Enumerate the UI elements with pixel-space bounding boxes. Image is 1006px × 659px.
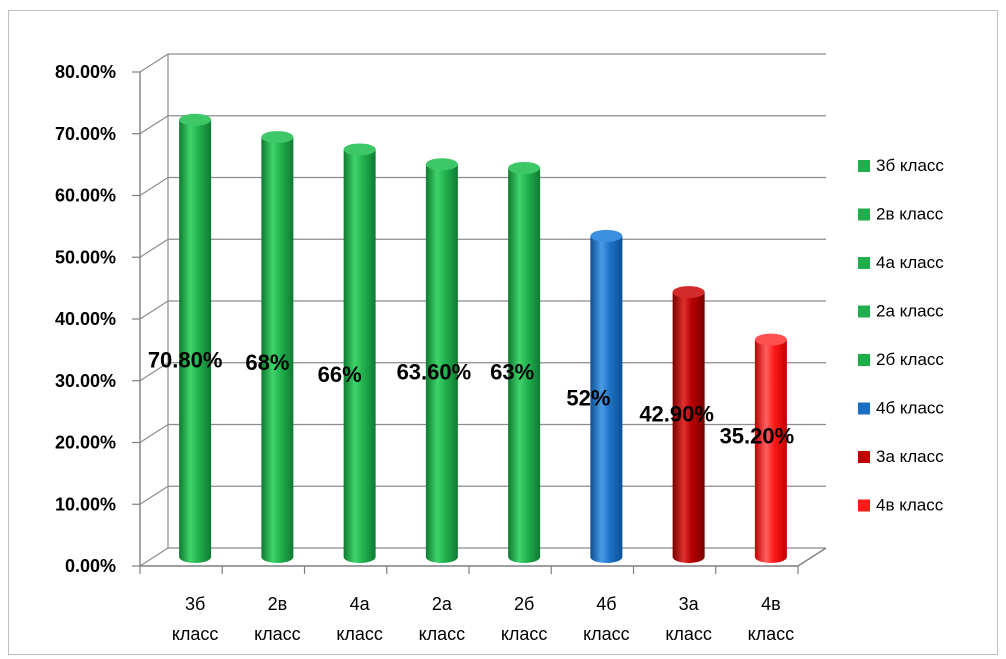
x-tick-label: 4б (596, 594, 616, 614)
x-tick-label: 4в (761, 594, 781, 614)
y-tick-label: 60.00% (55, 186, 116, 206)
gridlines (139, 53, 826, 567)
x-tick-label: 2в (268, 594, 288, 614)
gridline-side (139, 115, 169, 135)
y-tick-label: 10.00% (55, 494, 116, 514)
bar (754, 333, 787, 563)
bar (343, 143, 376, 563)
bar-body (590, 235, 623, 563)
data-label: 35.20% (720, 423, 795, 448)
x-tick-label: класс (419, 624, 466, 644)
legend-swatch (858, 208, 870, 221)
bar-cap (754, 333, 787, 346)
bar-cap (261, 131, 294, 144)
data-label: 52% (566, 385, 610, 410)
x-tick-label: 3а (679, 594, 700, 614)
axes: 0.00% 10.00% 20.00% 30.00% 40.00% 50.00% 60.00… (55, 54, 827, 644)
legend-swatch (858, 257, 870, 269)
data-label: 42.90% (639, 402, 714, 427)
legend-entry: 4а класс (858, 253, 944, 272)
bar (590, 229, 623, 563)
data-label: 63.60% (397, 360, 472, 385)
data-label: 70.80% (148, 347, 223, 372)
legend-swatch (858, 451, 870, 463)
bar-body (343, 149, 376, 563)
y-tick-label: 40.00% (55, 309, 116, 329)
legend-swatch (858, 160, 870, 172)
y-tick-label: 30.00% (55, 371, 116, 391)
x-tick-label: класс (172, 624, 219, 644)
legend-entry: 2б класс (858, 350, 944, 369)
bar-cap (179, 113, 212, 126)
legend-label: 2а класс (876, 302, 944, 321)
bar-body (508, 167, 541, 563)
y-tick-label: 20.00% (55, 433, 116, 453)
gridline-side (139, 485, 169, 505)
legend-entry: 4в класс (858, 496, 944, 515)
gridline-side (139, 238, 169, 258)
x-tick-label: класс (748, 624, 795, 644)
gridline-side (139, 53, 169, 73)
y-tick-label: 80.00% (55, 62, 116, 82)
gridline-side (139, 362, 169, 382)
gridline-side (139, 176, 169, 197)
bar-cap (672, 286, 705, 299)
bar (261, 131, 294, 563)
legend-label: 2б класс (876, 350, 944, 369)
bar-body (179, 119, 212, 563)
gridline-side (139, 423, 169, 444)
legend-label: 2в класс (876, 205, 944, 224)
data-label: 63% (490, 359, 534, 384)
bar-cap (343, 143, 376, 156)
bar (179, 113, 212, 563)
legend-entry: 2а класс (858, 302, 944, 321)
bar-cap (425, 158, 458, 171)
bars (179, 113, 787, 563)
data-label: 68% (245, 350, 289, 375)
bar (672, 286, 705, 563)
legend-swatch (858, 499, 870, 512)
gridline-side (139, 300, 169, 320)
legend-entry: 3б класс (858, 156, 944, 175)
x-tick-label: 2б (514, 594, 534, 614)
legend: 3б класс 2в класс 4а класс 2а класс 2б класс… (858, 156, 944, 515)
y-tick-label: 50.00% (55, 247, 116, 267)
data-label: 66% (318, 362, 362, 387)
bar-body (754, 339, 787, 563)
bar-cap (590, 229, 623, 242)
legend-label: 3б класс (876, 156, 944, 175)
bar-body (261, 137, 294, 563)
y-tick-label: 0.00% (65, 556, 116, 576)
legend-entry: 2в класс (858, 205, 944, 224)
legend-entry: 3а класс (858, 447, 944, 466)
legend-entry: 4б класс (858, 399, 944, 418)
x-tick-label: 4а (350, 594, 371, 614)
bar-body (425, 164, 458, 563)
floor-edge (797, 547, 827, 567)
x-tick-label: класс (336, 624, 383, 644)
y-tick-label: 70.00% (55, 124, 116, 144)
bar (508, 161, 541, 563)
legend-swatch (858, 305, 870, 318)
x-tick-label: класс (254, 624, 301, 644)
legend-label: 4а класс (876, 253, 944, 272)
x-tick-label: 3б (185, 594, 205, 614)
legend-swatch (858, 402, 870, 415)
legend-label: 3а класс (876, 447, 944, 466)
legend-label: 4в класс (876, 496, 944, 515)
bar-body (672, 292, 705, 563)
gridline-side (139, 547, 169, 567)
legend-swatch (858, 354, 870, 366)
x-tick-label: 2а (432, 594, 453, 614)
x-tick-label: класс (501, 624, 548, 644)
bar (425, 158, 458, 563)
x-tick-label: класс (583, 624, 630, 644)
legend-label: 4б класс (876, 399, 944, 418)
x-tick-label: класс (665, 624, 712, 644)
bar-cap (508, 161, 541, 174)
data-labels: 70.80% 68% 66% 63.60% 63% 52% 42.90%35.20% (148, 347, 794, 448)
